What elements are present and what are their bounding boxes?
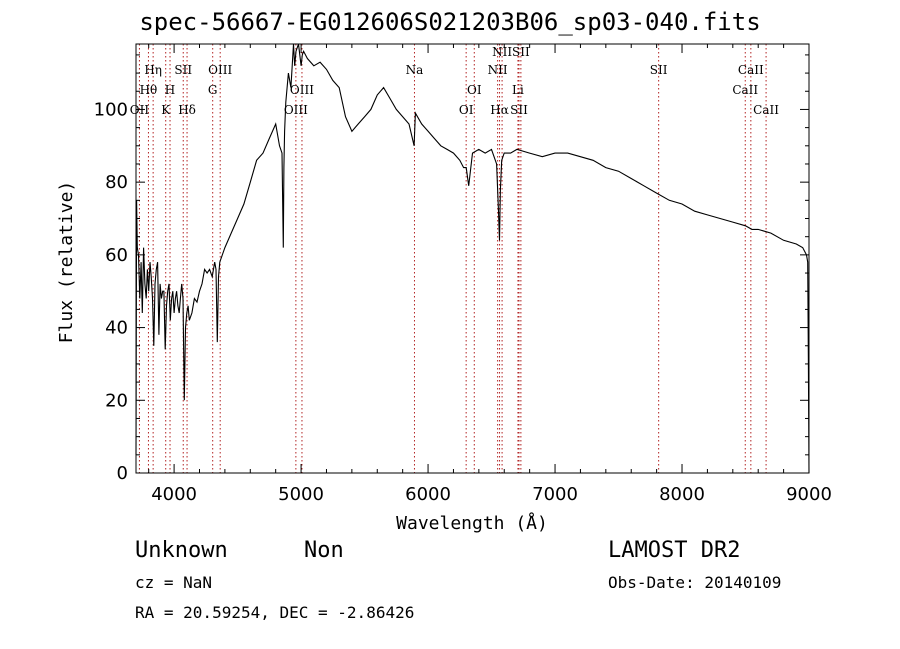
axis-ticks [136,44,810,474]
y-tick-label-3: 60 [105,245,128,266]
spectrum-line [135,43,810,474]
axis-tick-labels: 4000 5000 6000 7000 8000 9000 0 20 40 60 80 100 [94,99,832,505]
y-tick-label-5: 100 [94,99,128,120]
line-marker-label-12: OI [459,103,474,117]
line-marker-label-6: Hδ [178,103,196,117]
line-marker-label-17: Li [512,83,524,97]
x-tick-label-3: 7000 [532,484,578,505]
x-tick-label-4: 8000 [659,484,705,505]
line-marker-label-21: CaII [732,83,758,97]
line-marker-label-19: SII [512,45,530,59]
obs-date: Obs-Date: 20140109 [608,573,782,592]
line-marker-label-23: CaII [753,103,779,117]
line-marker-labels: OII Hθ Hη KH SII Hδ G OIII OIII OIII Na OI OI NII Hα NI… [130,45,779,117]
x-tick-label-0: 4000 [151,484,197,505]
line-marker-label-4: H [165,83,175,97]
y-tick-label-2: 40 [105,318,128,339]
cz-value: cz = NaN [135,573,213,592]
line-marker-label-10: OIII [290,83,314,97]
line-marker-label-7: G [208,83,218,97]
x-tick-label-2: 6000 [405,484,451,505]
line-marker-label-11: Na [406,63,424,77]
line-marker-label-22: CaII [738,63,764,77]
line-marker-label-16: NII [492,45,512,59]
x-tick-label-1: 5000 [278,484,324,505]
line-markers [138,44,767,473]
line-marker-label-13: OI [467,83,482,97]
line-marker-label-3: K [161,103,171,117]
line-marker-label-1: Hθ [140,83,158,97]
survey-label: LAMOST DR2 [608,538,741,563]
y-tick-label-1: 20 [105,390,128,411]
line-marker-label-5: SII [174,63,192,77]
x-axis-label: Wavelength (Å) [396,512,548,534]
line-marker-label-14: NII [488,63,508,77]
line-marker-label-18: SII [510,103,528,117]
y-axis-label: Flux (relative) [56,181,77,344]
subclass-label: Non [304,538,344,563]
class-label: Unknown [135,538,228,563]
coordinates: RA = 20.59254, DEC = -2.86426 [135,603,415,622]
line-marker-label-8: OIII [208,63,232,77]
y-tick-label-4: 80 [105,172,128,193]
y-tick-label-0: 0 [117,463,128,484]
line-marker-label-20: SII [650,63,668,77]
chart-title: spec-56667-EG012606S021203B06_sp03-040.f… [139,8,761,36]
line-marker-label-0: OII [130,103,150,117]
line-marker-label-2: Hη [144,63,162,77]
line-marker-label-15: Hα [490,103,509,117]
plot-frame [135,43,810,474]
x-tick-label-5: 9000 [786,484,832,505]
line-marker-label-9: OIII [284,103,308,117]
